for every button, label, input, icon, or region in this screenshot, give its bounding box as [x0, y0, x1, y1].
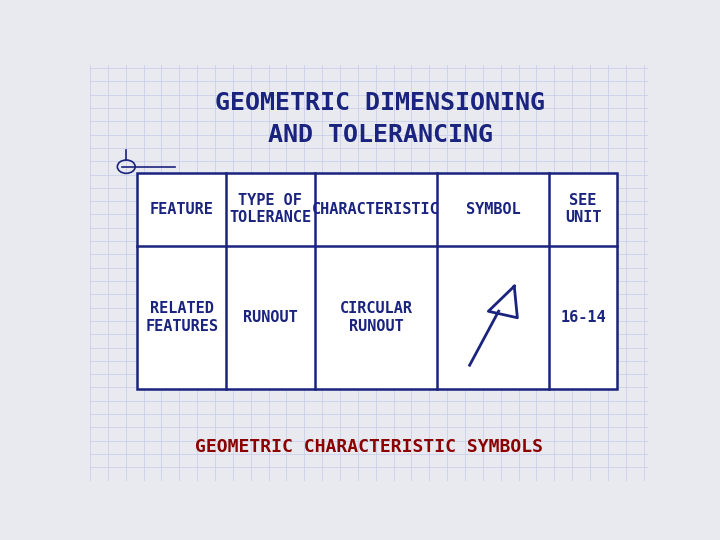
Text: CHARACTERISTIC: CHARACTERISTIC	[312, 202, 440, 217]
Text: GEOMETRIC CHARACTERISTIC SYMBOLS: GEOMETRIC CHARACTERISTIC SYMBOLS	[195, 438, 543, 456]
Text: CIRCULAR
RUNOUT: CIRCULAR RUNOUT	[339, 301, 413, 334]
Text: GEOMETRIC DIMENSIONING
AND TOLERANCING: GEOMETRIC DIMENSIONING AND TOLERANCING	[215, 91, 545, 147]
Bar	[138, 173, 617, 389]
Text: 16-14: 16-14	[560, 310, 606, 325]
Text: FEATURE: FEATURE	[150, 202, 214, 217]
Text: TYPE OF
TOLERANCE: TYPE OF TOLERANCE	[229, 193, 311, 226]
Text: SYMBOL: SYMBOL	[466, 202, 521, 217]
Text: SEE
UNIT: SEE UNIT	[564, 193, 601, 226]
Text: RELATED
FEATURES: RELATED FEATURES	[145, 301, 218, 334]
Text: RUNOUT: RUNOUT	[243, 310, 297, 325]
